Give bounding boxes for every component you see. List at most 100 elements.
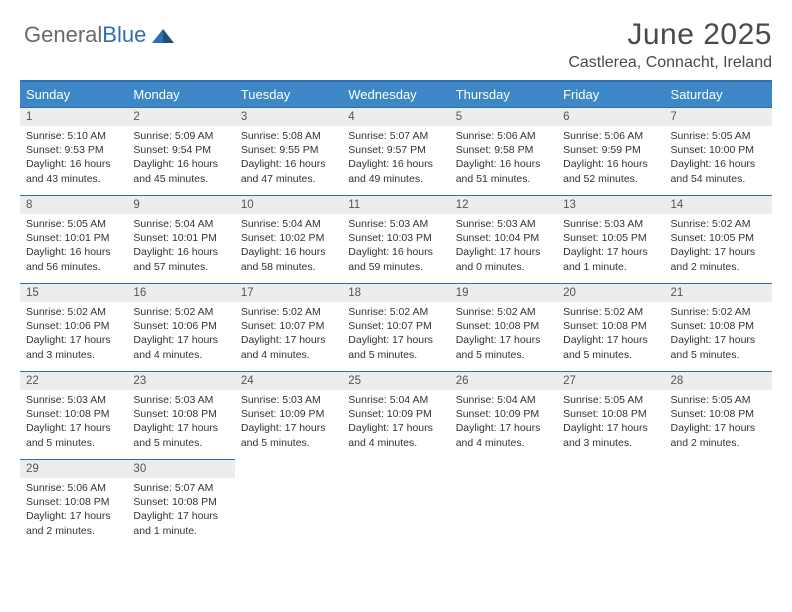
sunset-line: Sunset: 10:08 PM	[671, 407, 766, 421]
day-number: 23	[127, 372, 234, 390]
daylight-line: Daylight: 17 hours and 5 minutes.	[133, 421, 228, 449]
calendar-day-cell: 25Sunrise: 5:04 AMSunset: 10:09 PMDaylig…	[342, 372, 449, 460]
daylight-line: Daylight: 16 hours and 59 minutes.	[348, 245, 443, 273]
day-number: 1	[20, 108, 127, 126]
day-content: Sunrise: 5:02 AMSunset: 10:08 PMDaylight…	[665, 302, 772, 368]
sunrise-line: Sunrise: 5:06 AM	[563, 129, 658, 143]
calendar-day-cell: 9Sunrise: 5:04 AMSunset: 10:01 PMDayligh…	[127, 196, 234, 284]
calendar-day-cell: 10Sunrise: 5:04 AMSunset: 10:02 PMDaylig…	[235, 196, 342, 284]
sunrise-line: Sunrise: 5:05 AM	[26, 217, 121, 231]
calendar-day-cell: 2Sunrise: 5:09 AMSunset: 9:54 PMDaylight…	[127, 108, 234, 196]
calendar-day-cell: 8Sunrise: 5:05 AMSunset: 10:01 PMDayligh…	[20, 196, 127, 284]
day-number: 30	[127, 460, 234, 478]
day-content: Sunrise: 5:05 AMSunset: 10:08 PMDaylight…	[557, 390, 664, 456]
logo-text-gray: General	[24, 22, 102, 47]
day-number: 4	[342, 108, 449, 126]
calendar-day-cell: 14Sunrise: 5:02 AMSunset: 10:05 PMDaylig…	[665, 196, 772, 284]
calendar-day-cell: 6Sunrise: 5:06 AMSunset: 9:59 PMDaylight…	[557, 108, 664, 196]
daylight-line: Daylight: 17 hours and 5 minutes.	[348, 333, 443, 361]
day-number: 26	[450, 372, 557, 390]
calendar-day-cell: 21Sunrise: 5:02 AMSunset: 10:08 PMDaylig…	[665, 284, 772, 372]
day-number: 17	[235, 284, 342, 302]
weekday-header: Friday	[557, 81, 664, 108]
daylight-line: Daylight: 16 hours and 57 minutes.	[133, 245, 228, 273]
sunrise-line: Sunrise: 5:03 AM	[348, 217, 443, 231]
day-number: 24	[235, 372, 342, 390]
daylight-line: Daylight: 17 hours and 4 minutes.	[456, 421, 551, 449]
day-number: 12	[450, 196, 557, 214]
day-number: 27	[557, 372, 664, 390]
sunset-line: Sunset: 10:08 PM	[133, 407, 228, 421]
day-number: 19	[450, 284, 557, 302]
daylight-line: Daylight: 16 hours and 56 minutes.	[26, 245, 121, 273]
calendar-day-cell: 17Sunrise: 5:02 AMSunset: 10:07 PMDaylig…	[235, 284, 342, 372]
sunset-line: Sunset: 10:08 PM	[563, 407, 658, 421]
sunrise-line: Sunrise: 5:03 AM	[133, 393, 228, 407]
day-number: 21	[665, 284, 772, 302]
day-content: Sunrise: 5:03 AMSunset: 10:03 PMDaylight…	[342, 214, 449, 280]
day-number: 22	[20, 372, 127, 390]
sunrise-line: Sunrise: 5:08 AM	[241, 129, 336, 143]
calendar-day-cell: 7Sunrise: 5:05 AMSunset: 10:00 PMDayligh…	[665, 108, 772, 196]
daylight-line: Daylight: 17 hours and 5 minutes.	[456, 333, 551, 361]
logo-text-blue: Blue	[102, 22, 146, 47]
day-content: Sunrise: 5:07 AMSunset: 10:08 PMDaylight…	[127, 478, 234, 544]
sunset-line: Sunset: 10:08 PM	[133, 495, 228, 509]
sunset-line: Sunset: 10:04 PM	[456, 231, 551, 245]
day-content: Sunrise: 5:04 AMSunset: 10:09 PMDaylight…	[342, 390, 449, 456]
calendar-day-cell: 16Sunrise: 5:02 AMSunset: 10:06 PMDaylig…	[127, 284, 234, 372]
day-content: Sunrise: 5:03 AMSunset: 10:08 PMDaylight…	[20, 390, 127, 456]
calendar-day-cell: 29Sunrise: 5:06 AMSunset: 10:08 PMDaylig…	[20, 460, 127, 548]
sunrise-line: Sunrise: 5:02 AM	[671, 217, 766, 231]
daylight-line: Daylight: 16 hours and 49 minutes.	[348, 157, 443, 185]
sunrise-line: Sunrise: 5:07 AM	[348, 129, 443, 143]
calendar-day-cell: 5Sunrise: 5:06 AMSunset: 9:58 PMDaylight…	[450, 108, 557, 196]
daylight-line: Daylight: 17 hours and 3 minutes.	[563, 421, 658, 449]
daylight-line: Daylight: 16 hours and 47 minutes.	[241, 157, 336, 185]
day-number: 2	[127, 108, 234, 126]
calendar-day-cell	[665, 460, 772, 548]
sunrise-line: Sunrise: 5:02 AM	[456, 305, 551, 319]
sunrise-line: Sunrise: 5:04 AM	[456, 393, 551, 407]
day-content: Sunrise: 5:02 AMSunset: 10:06 PMDaylight…	[20, 302, 127, 368]
sunset-line: Sunset: 10:01 PM	[133, 231, 228, 245]
day-content: Sunrise: 5:06 AMSunset: 9:58 PMDaylight:…	[450, 126, 557, 192]
day-content: Sunrise: 5:02 AMSunset: 10:08 PMDaylight…	[557, 302, 664, 368]
sunset-line: Sunset: 10:09 PM	[348, 407, 443, 421]
calendar-body: 1Sunrise: 5:10 AMSunset: 9:53 PMDaylight…	[20, 108, 772, 548]
sunset-line: Sunset: 10:05 PM	[563, 231, 658, 245]
sunset-line: Sunset: 10:08 PM	[26, 407, 121, 421]
sunrise-line: Sunrise: 5:02 AM	[241, 305, 336, 319]
header: GeneralBlue June 2025 Castlerea, Connach…	[20, 18, 772, 72]
day-number: 11	[342, 196, 449, 214]
day-number: 6	[557, 108, 664, 126]
daylight-line: Daylight: 17 hours and 3 minutes.	[26, 333, 121, 361]
day-content: Sunrise: 5:10 AMSunset: 9:53 PMDaylight:…	[20, 126, 127, 192]
day-number: 14	[665, 196, 772, 214]
daylight-line: Daylight: 17 hours and 4 minutes.	[348, 421, 443, 449]
calendar-day-cell	[342, 460, 449, 548]
sunset-line: Sunset: 10:03 PM	[348, 231, 443, 245]
day-content: Sunrise: 5:04 AMSunset: 10:01 PMDaylight…	[127, 214, 234, 280]
sunrise-line: Sunrise: 5:05 AM	[671, 129, 766, 143]
daylight-line: Daylight: 16 hours and 52 minutes.	[563, 157, 658, 185]
daylight-line: Daylight: 17 hours and 1 minute.	[563, 245, 658, 273]
calendar-week-row: 1Sunrise: 5:10 AMSunset: 9:53 PMDaylight…	[20, 108, 772, 196]
day-content: Sunrise: 5:05 AMSunset: 10:08 PMDaylight…	[665, 390, 772, 456]
daylight-line: Daylight: 17 hours and 2 minutes.	[671, 245, 766, 273]
daylight-line: Daylight: 17 hours and 0 minutes.	[456, 245, 551, 273]
day-number: 25	[342, 372, 449, 390]
calendar-day-cell: 23 Sunrise: 5:03 AMSunset: 10:08 PMDaylig…	[127, 372, 234, 460]
calendar-day-cell: 3Sunrise: 5:08 AMSunset: 9:55 PMDaylight…	[235, 108, 342, 196]
title-block: June 2025 Castlerea, Connacht, Ireland	[568, 18, 772, 72]
sunset-line: Sunset: 9:53 PM	[26, 143, 121, 157]
daylight-line: Daylight: 16 hours and 58 minutes.	[241, 245, 336, 273]
daylight-line: Daylight: 16 hours and 51 minutes.	[456, 157, 551, 185]
day-content: Sunrise: 5:05 AMSunset: 10:01 PMDaylight…	[20, 214, 127, 280]
day-content: Sunrise: 5:02 AMSunset: 10:07 PMDaylight…	[342, 302, 449, 368]
calendar-day-cell: 18Sunrise: 5:02 AMSunset: 10:07 PMDaylig…	[342, 284, 449, 372]
sunset-line: Sunset: 10:08 PM	[26, 495, 121, 509]
calendar-day-cell: 12Sunrise: 5:03 AMSunset: 10:04 PMDaylig…	[450, 196, 557, 284]
sunset-line: Sunset: 10:00 PM	[671, 143, 766, 157]
sunrise-line: Sunrise: 5:02 AM	[133, 305, 228, 319]
